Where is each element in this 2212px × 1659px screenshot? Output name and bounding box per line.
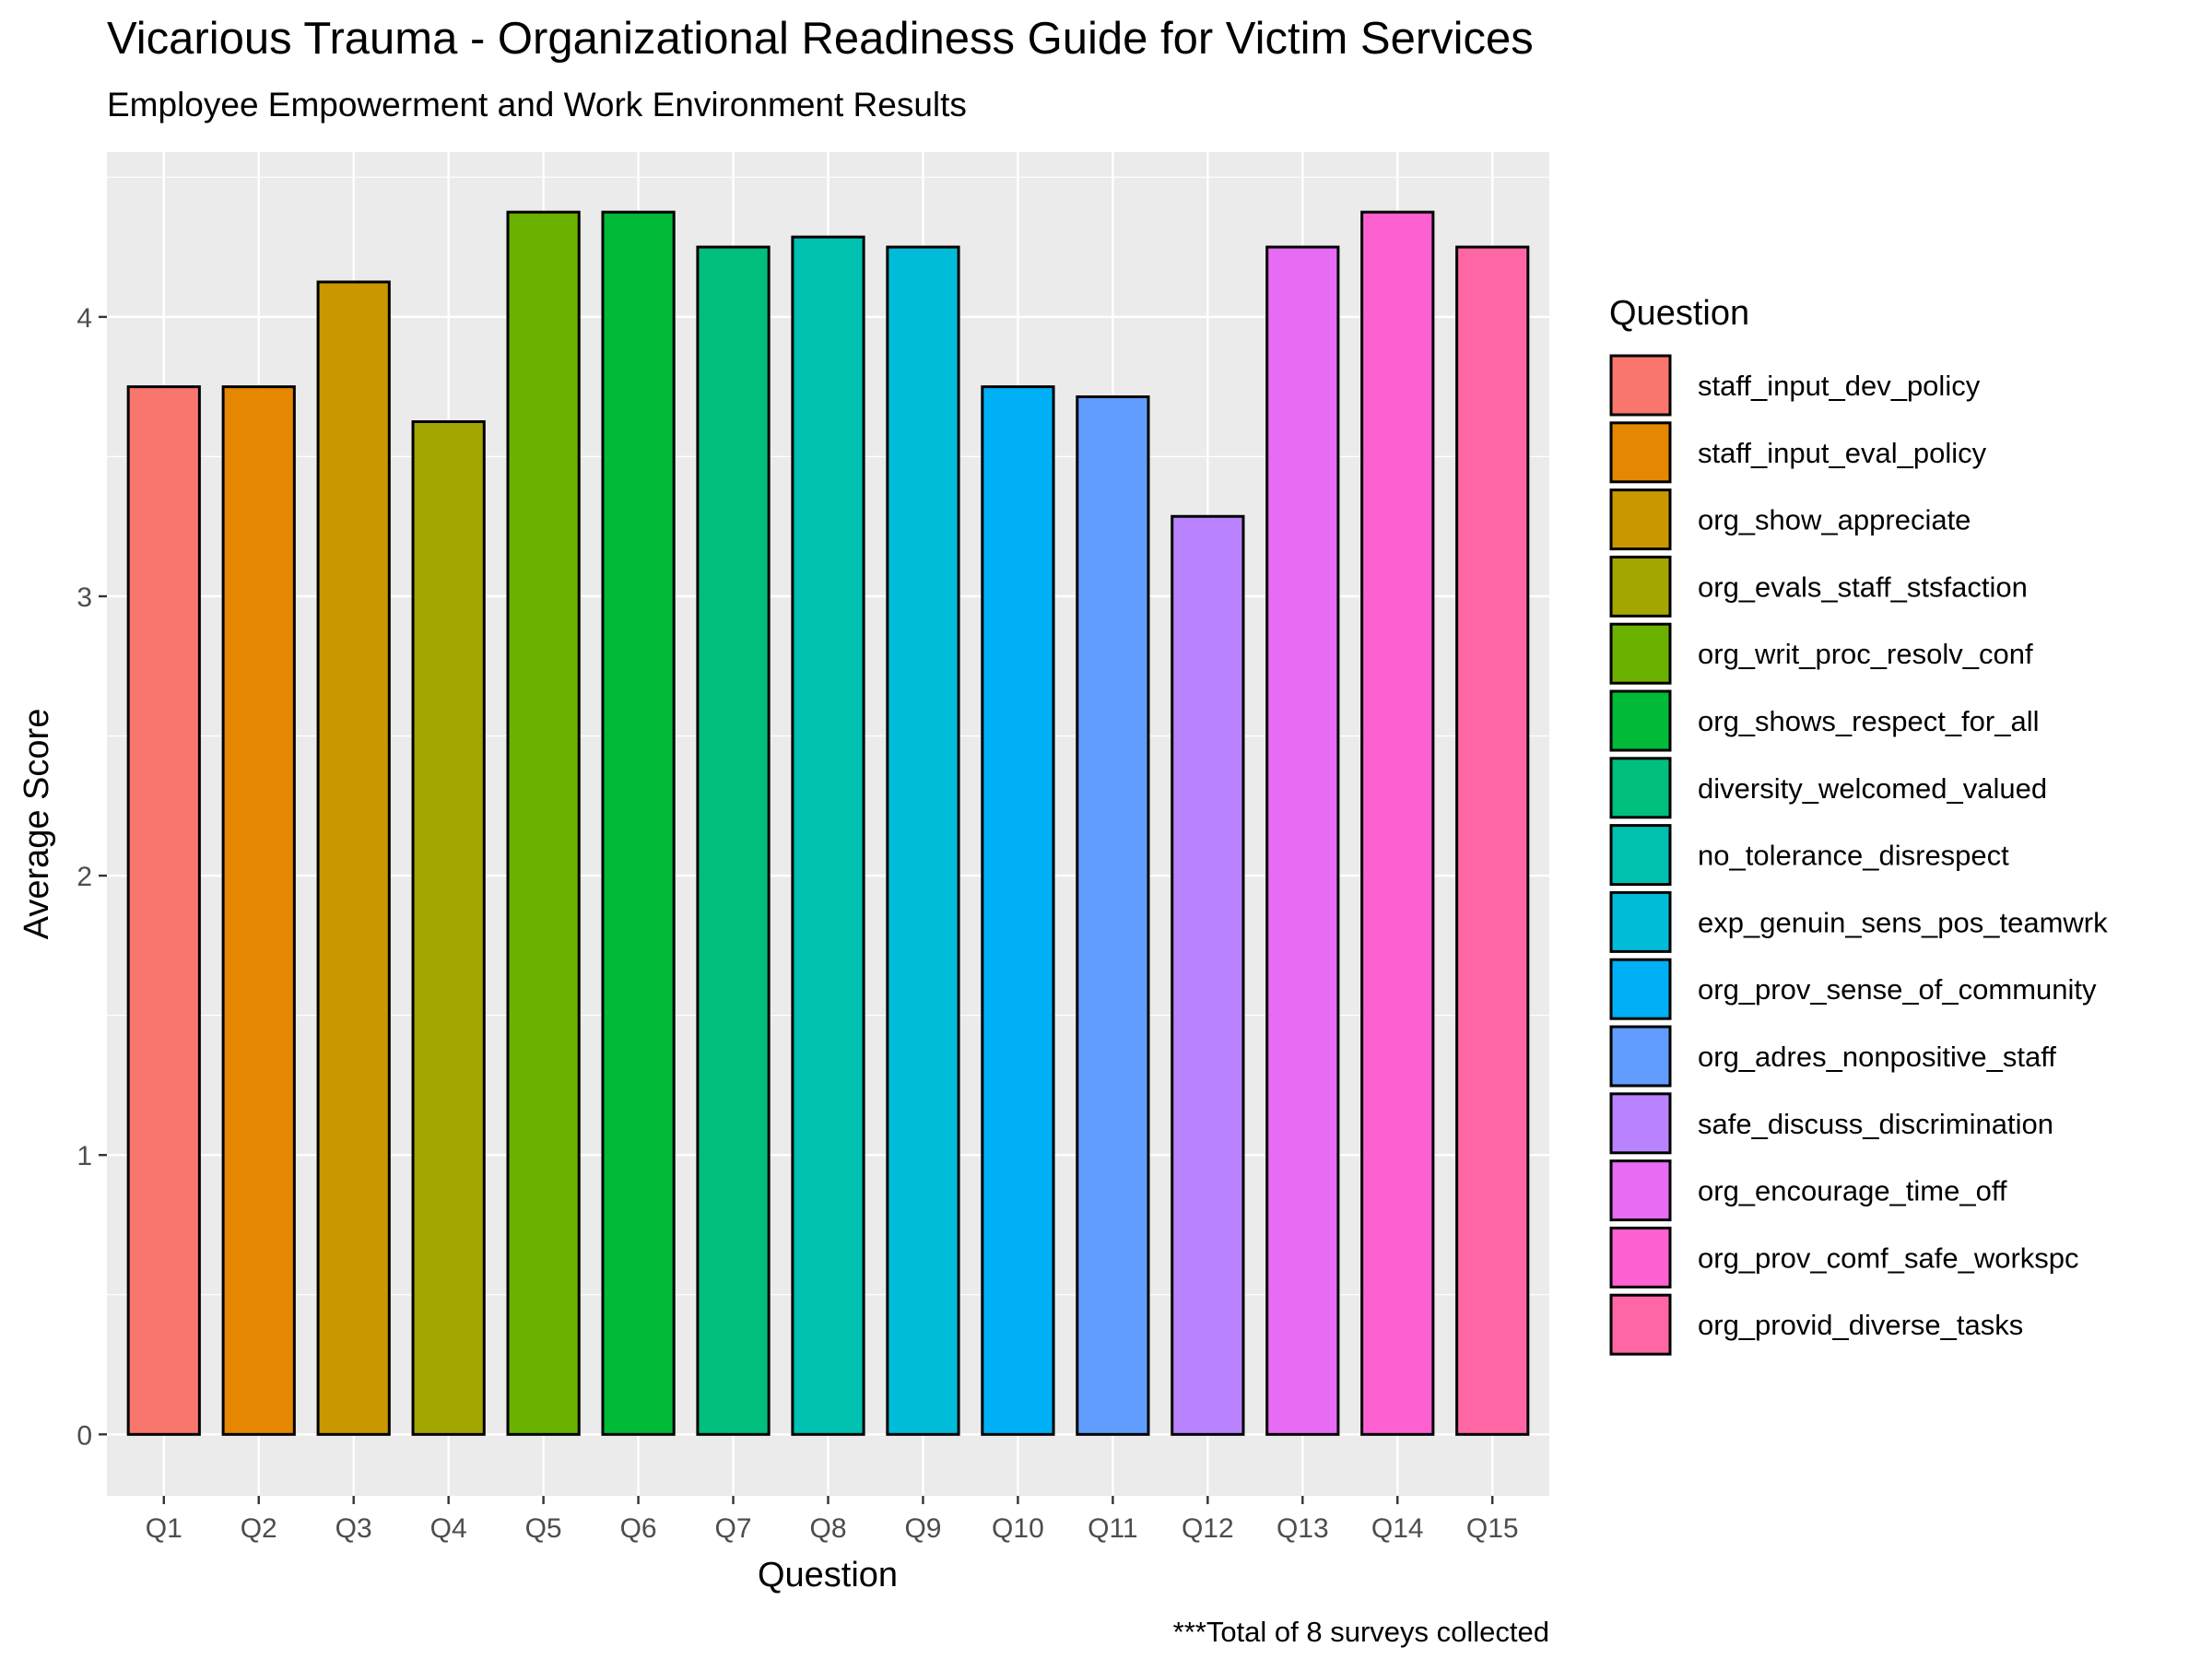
y-tick-label: 3 [76,582,92,613]
x-tick-label: Q3 [335,1513,372,1544]
x-tick-label: Q4 [430,1513,467,1544]
legend-label: org_prov_comf_safe_workspc [1698,1241,2079,1274]
legend-label: no_tolerance_disrespect [1698,840,2009,872]
bars [126,210,1530,1436]
legend-label: org_encourage_time_off [1698,1175,2007,1207]
legend-key [1609,1025,1672,1088]
x-tick-label: Q12 [1182,1513,1234,1544]
y-tick-label: 2 [76,862,92,892]
x-tick-label: Q9 [904,1513,941,1544]
legend-label: safe_discuss_discrimination [1698,1108,2053,1140]
x-axis-label: Question [758,1556,898,1594]
legend-key [1609,421,1672,484]
legend-title: Question [1609,294,1749,333]
legend-key [1609,824,1672,887]
x-tick-label: Q7 [715,1513,752,1544]
y-tick-label: 1 [76,1141,92,1171]
y-tick-label: 4 [76,303,92,334]
x-axis-ticks: Q1 Q2 Q3 Q4 Q5 Q6 Q7 Q8 Q9 Q10 Q11 Q12 Q13 Q14 Q15 [146,1496,1519,1544]
legend-label: org_writ_proc_resolv_conf [1698,638,2033,670]
x-tick-label: Q1 [146,1513,182,1544]
caption: ***Total of 8 surveys collected [1173,1616,1549,1648]
bar-q7 [696,245,771,1436]
legend-key [1609,958,1672,1020]
bar-q11 [1076,395,1150,1436]
legend-label: staff_input_dev_policy [1698,370,1981,402]
x-tick-label: Q13 [1277,1513,1329,1544]
legend-label: org_adres_nonpositive_staff [1698,1041,2056,1073]
bar-q10 [981,385,1055,1436]
legend-key [1609,757,1672,819]
x-tick-label: Q14 [1371,1513,1424,1544]
legend-key [1609,488,1672,551]
x-tick-label: Q8 [809,1513,846,1544]
chart-title: Vicarious Trauma - Organizational Readin… [107,14,1534,64]
legend-label: diversity_welcomed_valued [1698,772,2047,805]
legend-label: org_evals_staff_stsfaction [1698,571,2028,603]
bar-q13 [1265,245,1340,1436]
x-tick-label: Q6 [620,1513,657,1544]
bar-q3 [316,280,391,1436]
legend-key [1609,1293,1672,1356]
legend-key [1609,622,1672,685]
bar-q12 [1171,514,1245,1436]
bar-q8 [791,235,865,1436]
bar-q9 [886,245,960,1436]
y-axis-ticks: 0 1 2 3 4 [76,303,107,1451]
x-tick-label: Q11 [1088,1513,1137,1544]
chart-subtitle: Employee Empowerment and Work Environmen… [107,86,967,124]
bar-q1 [126,385,201,1436]
x-tick-label: Q5 [525,1513,562,1544]
legend-key [1609,1092,1672,1155]
legend-label: org_provid_diverse_tasks [1698,1309,2023,1341]
bar-q15 [1455,245,1530,1436]
legend-key [1609,354,1672,417]
legend-label: org_prov_sense_of_community [1698,973,2097,1006]
bar-q4 [411,420,486,1436]
x-tick-label: Q10 [992,1513,1044,1544]
bar-q6 [601,210,676,1436]
legend-key [1609,555,1672,618]
bar-q5 [506,210,581,1436]
x-tick-label: Q15 [1466,1513,1519,1544]
legend-label: exp_genuin_sens_pos_teamwrk [1698,906,2108,938]
y-tick-label: 0 [76,1420,92,1451]
legend-label: org_show_appreciate [1698,504,1971,536]
bar-q14 [1360,210,1435,1436]
legend-label: org_shows_respect_for_all [1698,705,2040,737]
y-axis-label: Average Score [18,709,56,940]
legend-key [1609,890,1672,953]
bar-q2 [221,385,296,1436]
x-tick-label: Q2 [241,1513,277,1544]
legend-key [1609,1226,1672,1288]
legend: staff_input_dev_policy staff_input_eval_p… [1609,354,2108,1356]
legend-key [1609,1159,1672,1222]
legend-label: staff_input_eval_policy [1698,437,1987,469]
legend-key [1609,689,1672,752]
